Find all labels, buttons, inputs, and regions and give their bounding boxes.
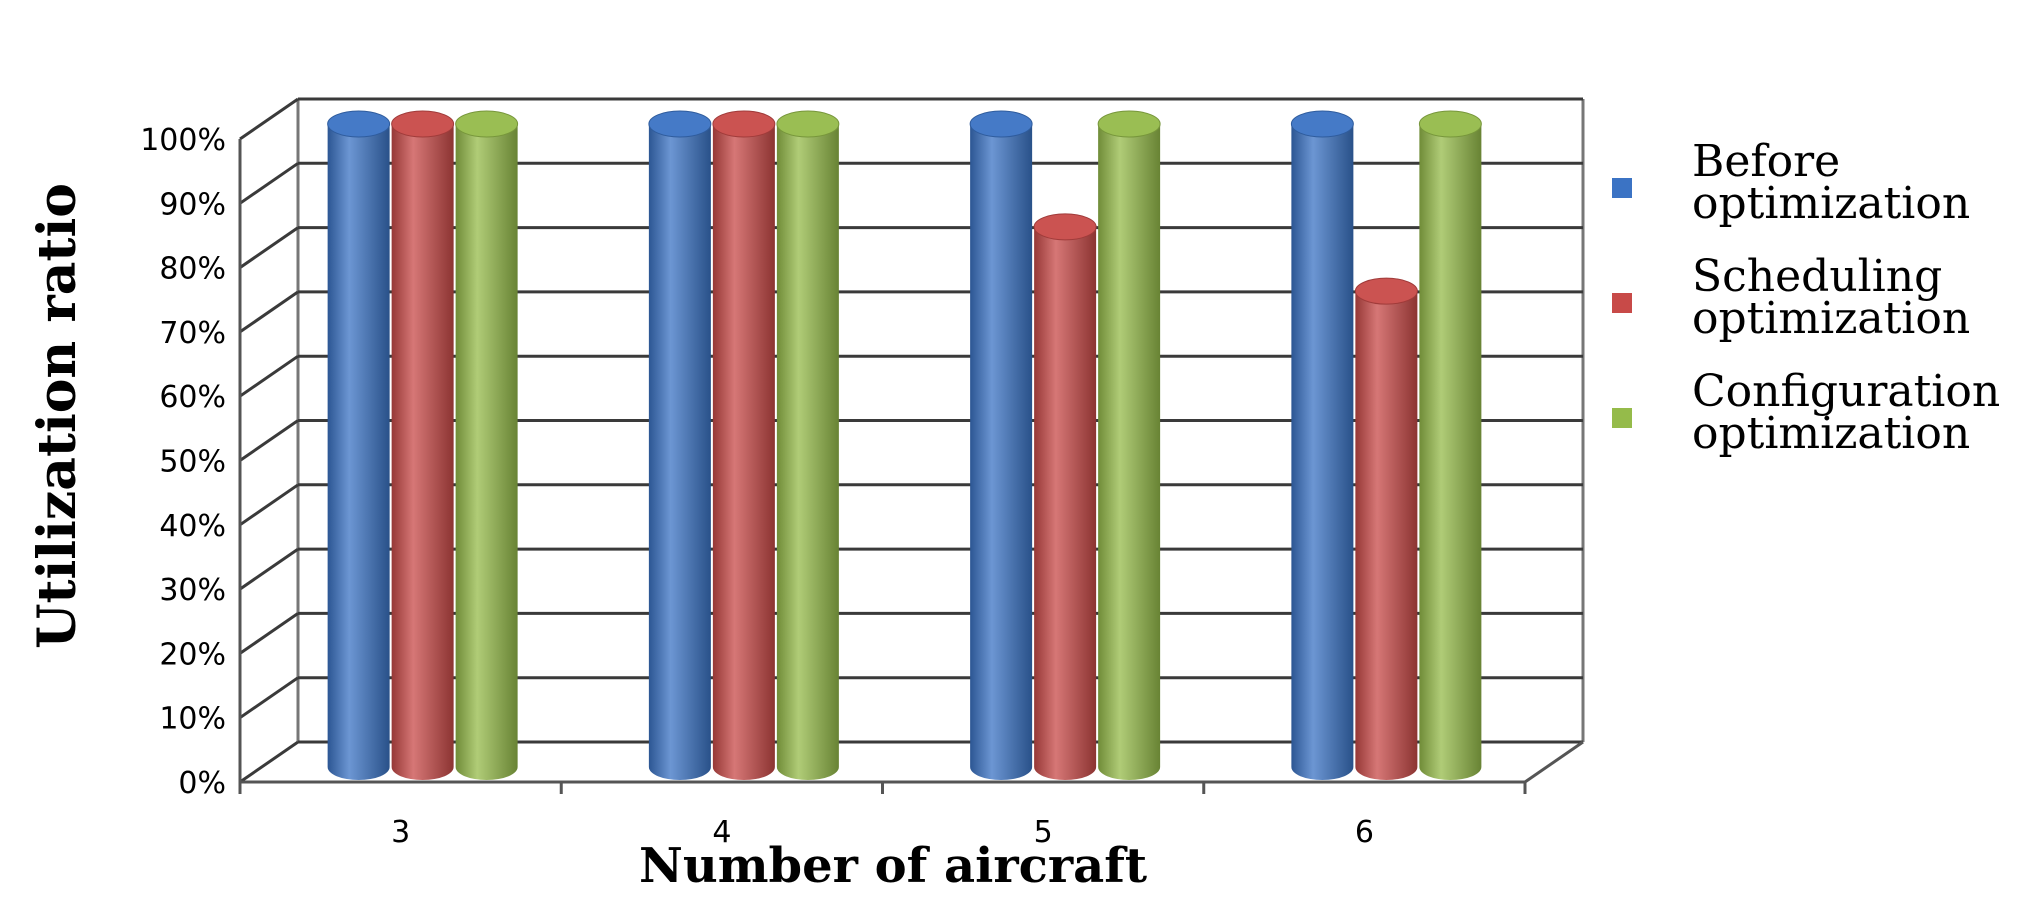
y-tick-label: 90% [159,187,226,222]
bar-top [969,110,1033,138]
gridline-diagonal [239,676,299,719]
x-tick-label: 6 [1355,815,1374,850]
gridline-diagonal [239,547,299,591]
x-tick-label: 4 [712,815,731,850]
legend-swatch [1612,293,1632,313]
bar-top [1418,110,1482,138]
y-tick-label: 100% [140,123,226,158]
bars [327,110,1482,781]
gridline-diagonal [239,740,299,784]
y-tick-label: 40% [159,509,226,544]
bar [969,110,1033,781]
bar-body [1419,124,1482,781]
axes: 0% 10% 20% 30% 40% 50% 60% 70% 80% 90% 100% 3 4 5 6 [140,123,1584,850]
y-tick-label: 60% [159,380,226,415]
gridline-diagonal [239,354,299,398]
bar [455,110,519,781]
bar-top [1290,110,1354,138]
bar-top [648,110,712,138]
x-tick-label: 3 [391,815,410,850]
bar-body [391,124,454,781]
bar [1097,110,1161,781]
gridline-diagonal [239,162,299,205]
bar-body [1098,124,1161,781]
y-tick-label: 50% [159,445,226,480]
bar-top [391,110,455,138]
bar [712,110,776,781]
bar [1033,213,1097,781]
bar-top [455,110,519,138]
legend-swatch [1612,178,1632,198]
bar-top [776,110,840,138]
y-tick-label: 20% [159,637,226,672]
y-tick-label: 70% [159,316,226,351]
bar [1290,110,1354,781]
y-axis-title: Utilization ratio [27,183,88,649]
gridline-diagonal [239,419,299,462]
y-tick-label: 80% [159,252,226,287]
bar-top [1033,213,1097,241]
bar-top [1097,110,1161,138]
bar [1418,110,1482,781]
bar [391,110,455,781]
bar-top [712,110,776,138]
y-tick-label: 10% [159,702,226,737]
bar-body [327,124,390,781]
gridline-diagonal [239,97,299,141]
bar-body [1355,291,1418,781]
y-tick-label: 30% [159,573,226,608]
bar-body [970,124,1033,781]
legend-label: Before optimization [1692,136,1970,229]
legend-label: Configuration optimization [1692,366,2000,459]
y-tick-label: 0% [178,766,226,801]
bar-top [327,110,391,138]
bar-body [648,124,711,781]
bar [1354,277,1418,781]
bar-body [1291,124,1354,781]
bar [327,110,391,781]
gridline-diagonal [239,226,299,269]
bar-top [1354,277,1418,305]
x-tick-label: 5 [1034,815,1053,850]
bar [776,110,840,781]
gridline-diagonal [239,483,299,527]
bar-body [776,124,839,781]
legend-swatch [1612,408,1632,428]
bar-body [712,124,775,781]
gridline-diagonal [239,612,299,655]
floor-right-edge [1524,740,1584,784]
x-axis-title: Number of aircraft [639,838,1147,894]
legend-label: Scheduling optimization [1692,251,1970,344]
gridline-diagonal [239,290,299,334]
bar-body [455,124,518,781]
bar-body [1034,226,1097,781]
legend: Before optimization Scheduling optimization… [1612,136,2000,459]
bar [648,110,712,781]
